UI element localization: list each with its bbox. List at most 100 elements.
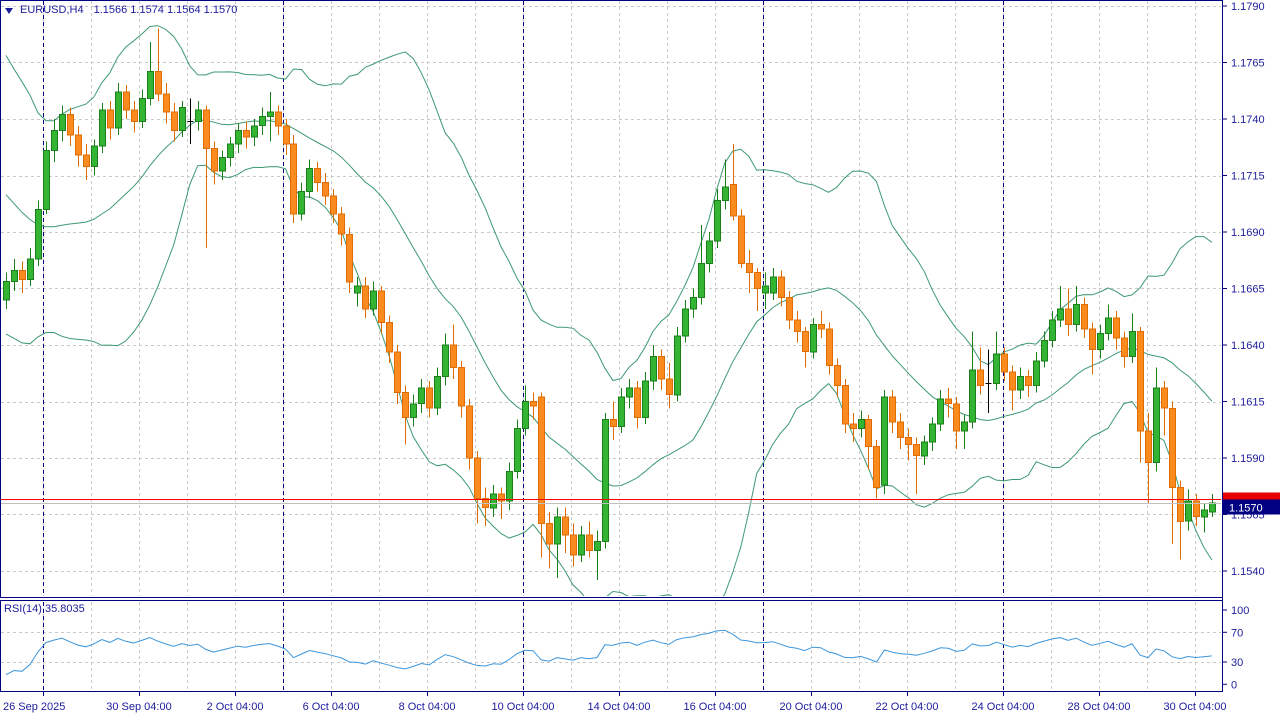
bear-candle [314,168,321,183]
bull-candle [227,143,234,158]
price-axis-label: 1.1790 [1231,1,1265,13]
bear-candle [386,321,393,353]
bear-candle [610,419,617,427]
bear-candle [290,143,297,215]
bull-candle [1041,340,1048,362]
time-axis-label: 26 Sep 2025 [3,701,65,713]
main-panel-border [0,0,1223,598]
bear-candle [754,272,761,290]
bull-candle [59,114,66,131]
bull-candle [762,285,769,294]
rsi-axis-label: 30 [1231,657,1243,669]
time-axis-label: 2 Oct 04:00 [207,701,264,713]
bear-candle [426,387,433,409]
price-axis[interactable]: 1.1790 1.1765 1.1740 1.1715 1.1690 1.1665 1.16… [1222,1,1265,691]
bull-candle [706,240,713,265]
time-axis-label: 30 Sep 04:00 [106,701,171,713]
bull-candle [674,335,681,396]
bear-candle [203,109,210,149]
bull-candle [490,493,497,509]
bear-candle [1121,337,1128,357]
bear-candle [865,419,872,448]
bear-candle [570,534,577,556]
bear-candle [1177,486,1184,522]
price-axis-label: 1.1740 [1231,114,1265,126]
bull-candle [11,269,18,283]
rsi-indicator-label: RSI(14) 35.8035 [4,603,85,615]
time-axis-label: 14 Oct 04:00 [588,701,651,713]
bear-candle [1193,500,1200,518]
bear-candle [802,330,809,353]
rsi-axis-label: 0 [1231,679,1237,691]
bull-candle [1201,509,1208,518]
bear-candle [1081,303,1088,330]
bull-candle [195,109,202,122]
bear-candle [450,344,457,369]
bull-candle [618,396,625,427]
bear-candle [945,398,952,405]
bear-candle [913,443,920,457]
rsi-line [5,629,1212,676]
bear-candle [67,114,74,136]
bear-candle [1113,317,1120,339]
bull-candle [626,387,633,398]
bull-candle [650,355,657,382]
bull-candle [858,419,865,430]
bear-candle [402,392,409,418]
bollinger-upper-band [5,25,1213,382]
bear-candle [474,457,481,500]
bull-candle [594,541,601,552]
bear-candle [346,233,353,283]
bull-candle [969,369,976,423]
symbol-dropdown-icon[interactable] [5,7,13,14]
bear-candle [362,285,369,310]
bull-candle [1057,308,1064,321]
bear-candle [586,534,593,552]
bear-candle [530,401,537,407]
bear-candle [338,213,345,235]
bull-candle [179,107,186,131]
price-axis-label: 1.1690 [1231,227,1265,239]
bear-candle [778,276,785,299]
time-axis[interactable]: 26 Sep 2025 30 Sep 04:00 2 Oct 04:00 6 Oct … [3,692,1227,713]
bull-candle [99,109,106,147]
bear-candle [378,290,385,323]
bear-candle [275,111,282,127]
bear-candle [1169,407,1176,488]
bear-candle [211,147,218,172]
grid-lines [1,1,1221,690]
bull-candle [514,428,521,473]
bull-candle [235,129,242,145]
bull-candle [1033,360,1040,387]
bull-candle [881,396,888,486]
bull-candle [929,423,936,443]
bull-candle [267,111,274,118]
rsi-indicator [5,629,1212,676]
time-axis-label: 8 Oct 04:00 [399,701,456,713]
rsi-axis-label: 70 [1231,627,1243,639]
bear-candle [107,109,114,129]
bear-candle [666,378,673,396]
bull-candle [410,403,417,418]
bull-candle [682,308,689,337]
rsi-axis-label: 100 [1231,605,1249,617]
bear-candle [658,355,665,380]
bear-candle [1065,308,1072,326]
bull-candle [961,421,968,432]
bid-price-tag [1223,499,1280,515]
bear-candle [123,91,130,111]
bull-candle [698,263,705,299]
price-axis-label: 1.1665 [1231,284,1265,296]
bull-candle [1017,376,1024,391]
bear-candle [466,405,473,459]
bear-candle [1089,328,1096,351]
time-axis-label: 20 Oct 04:00 [780,701,843,713]
time-axis-label: 6 Oct 04:00 [303,701,360,713]
bull-candle [1129,330,1136,357]
bull-candle [993,353,1000,384]
price-axis-label: 1.1590 [1231,453,1265,465]
bull-candle [1073,303,1080,326]
bear-candle [498,493,505,502]
